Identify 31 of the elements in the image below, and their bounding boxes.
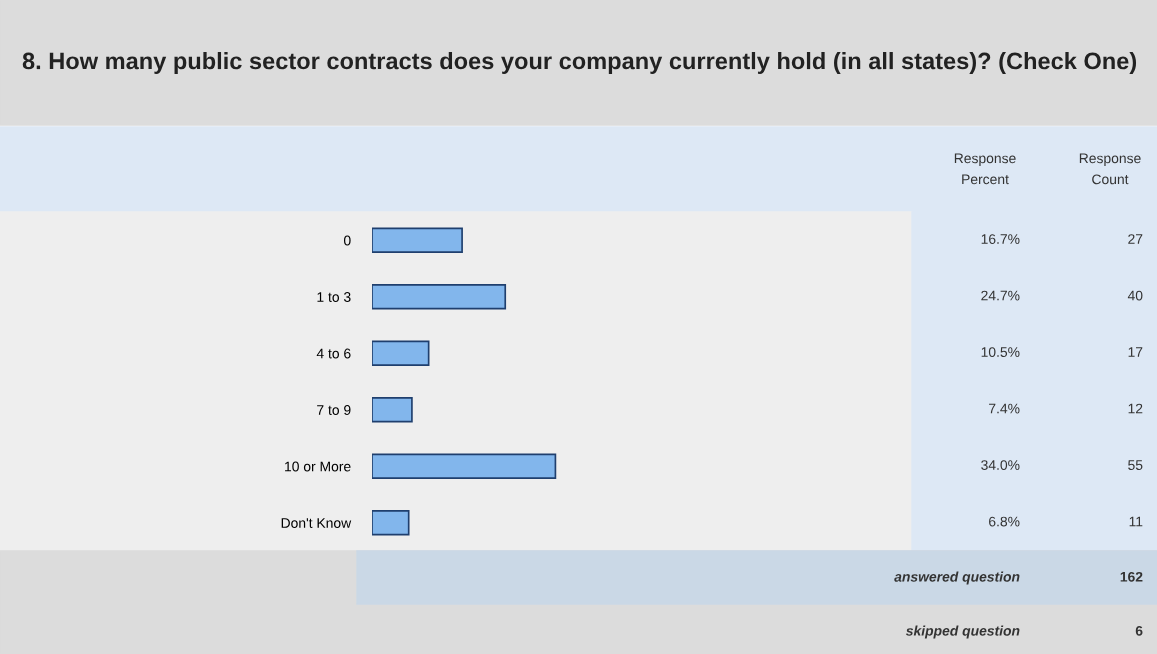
- data-label: 16.7%: [981, 234, 1020, 244]
- bar: [372, 227, 463, 253]
- data-label: 34.0%: [981, 460, 1020, 470]
- chart-title: 8. How many public sector contracts does your company currently hold (in all states)? (Check One): [22, 52, 1137, 74]
- y-tick-label: 1 to 3: [317, 292, 351, 302]
- text: 27: [1128, 234, 1143, 244]
- bar: [372, 284, 507, 310]
- text: 11: [1129, 516, 1143, 527]
- text: 12: [1128, 403, 1143, 414]
- text: Response Percent: [954, 153, 1016, 185]
- text: skipped question: [905, 625, 1020, 639]
- y-tick-label: Don't Know: [281, 518, 352, 528]
- y-tick-label: 7 to 9: [317, 405, 351, 415]
- text: 55: [1128, 460, 1143, 470]
- text: 162: [1120, 571, 1143, 582]
- text: Response Count: [1079, 153, 1141, 185]
- data-label: 6.8%: [989, 516, 1020, 527]
- y-tick-label: 10 or More: [285, 461, 351, 472]
- y-tick-label: 4 to 6: [316, 348, 351, 359]
- bar: [372, 397, 413, 423]
- y-tick-label: 0: [343, 235, 351, 246]
- data-label: 24.7%: [981, 290, 1020, 301]
- data-label: 7.4%: [989, 403, 1020, 414]
- text: 6: [1135, 625, 1143, 636]
- text: 40: [1127, 290, 1143, 301]
- text: answered question: [894, 571, 1020, 585]
- data-label: 10.5%: [981, 347, 1020, 357]
- bar: [372, 340, 430, 366]
- text: 17: [1128, 347, 1143, 357]
- bar: [372, 510, 410, 536]
- bar: [372, 453, 557, 479]
